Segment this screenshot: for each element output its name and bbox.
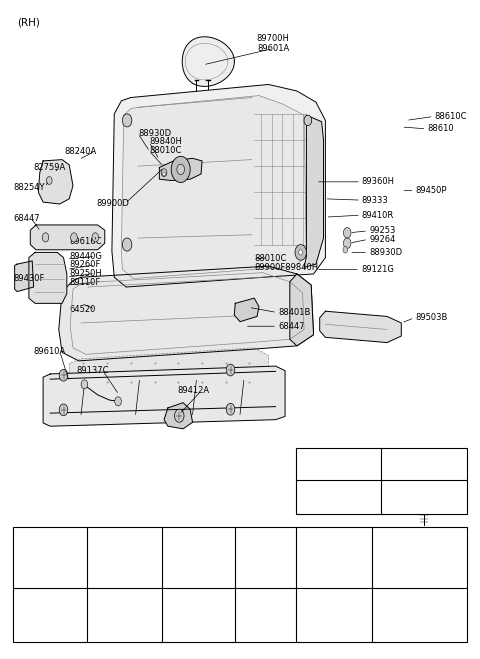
- Polygon shape: [59, 266, 313, 361]
- Text: 89110F: 89110F: [69, 278, 100, 287]
- Polygon shape: [159, 158, 202, 181]
- Text: 68447: 68447: [13, 214, 40, 223]
- Text: 88109: 88109: [407, 552, 432, 561]
- Text: 89440G: 89440G: [69, 252, 102, 261]
- Polygon shape: [29, 252, 67, 303]
- Text: 89412A: 89412A: [178, 386, 209, 395]
- Ellipse shape: [193, 599, 204, 610]
- Polygon shape: [14, 261, 34, 291]
- Circle shape: [226, 403, 235, 415]
- Text: 89503B: 89503B: [416, 313, 448, 322]
- Ellipse shape: [414, 600, 424, 610]
- Text: 89250H: 89250H: [69, 269, 102, 278]
- Text: 89121G: 89121G: [361, 265, 394, 274]
- Circle shape: [115, 397, 121, 406]
- Text: 89137C: 89137C: [76, 366, 109, 374]
- Text: 89900F89840H: 89900F89840H: [254, 263, 318, 272]
- Circle shape: [171, 156, 190, 183]
- Bar: [13, 527, 467, 642]
- Text: 00824: 00824: [326, 459, 351, 469]
- Polygon shape: [304, 115, 324, 268]
- Text: 88254Y: 88254Y: [13, 183, 45, 192]
- Bar: [296, 448, 467, 514]
- Text: 64520: 64520: [69, 304, 96, 314]
- Circle shape: [122, 114, 132, 127]
- Text: 99264: 99264: [369, 235, 396, 244]
- Ellipse shape: [259, 598, 272, 610]
- Text: (RH): (RH): [17, 18, 40, 28]
- Text: 89450P: 89450P: [416, 186, 447, 195]
- Text: 89360H: 89360H: [361, 177, 394, 186]
- Circle shape: [71, 233, 77, 242]
- Text: 82759A: 82759A: [34, 163, 66, 172]
- Circle shape: [226, 364, 235, 376]
- Circle shape: [163, 172, 166, 176]
- Polygon shape: [320, 311, 401, 343]
- Text: 88010C: 88010C: [149, 146, 181, 155]
- Circle shape: [81, 380, 88, 389]
- Text: 1220AA: 1220AA: [408, 459, 440, 469]
- Text: 89333: 89333: [361, 196, 388, 204]
- Circle shape: [59, 404, 68, 416]
- Text: 68447: 68447: [278, 322, 305, 331]
- Text: 88930D: 88930D: [138, 129, 171, 138]
- Text: 1221CF: 1221CF: [183, 552, 214, 561]
- Text: 89900D: 89900D: [96, 199, 130, 208]
- Polygon shape: [182, 37, 234, 86]
- Polygon shape: [121, 96, 306, 279]
- Text: 88010C: 88010C: [254, 254, 287, 264]
- Ellipse shape: [45, 599, 56, 610]
- Circle shape: [175, 409, 184, 422]
- Text: 88930D: 88930D: [369, 248, 402, 257]
- Polygon shape: [43, 366, 285, 426]
- Circle shape: [304, 115, 312, 126]
- Text: 89260F: 89260F: [69, 260, 101, 270]
- Circle shape: [122, 238, 132, 251]
- Ellipse shape: [416, 602, 422, 608]
- Text: 1249NB: 1249NB: [35, 552, 66, 561]
- Circle shape: [42, 233, 49, 242]
- Circle shape: [343, 238, 351, 248]
- Text: 88401B: 88401B: [278, 308, 311, 317]
- Text: 89430F: 89430F: [13, 274, 45, 283]
- Polygon shape: [30, 225, 105, 250]
- Polygon shape: [234, 298, 259, 322]
- Text: 89610A: 89610A: [34, 347, 66, 356]
- Circle shape: [343, 227, 351, 238]
- Text: 88240A: 88240A: [64, 146, 96, 156]
- Polygon shape: [164, 403, 192, 429]
- Text: 88610: 88610: [427, 125, 454, 133]
- Polygon shape: [38, 159, 73, 204]
- Circle shape: [177, 164, 184, 175]
- Text: 81757: 81757: [253, 552, 278, 561]
- Ellipse shape: [121, 602, 128, 608]
- Text: ⊣: ⊣: [334, 492, 344, 502]
- Polygon shape: [69, 348, 268, 386]
- Ellipse shape: [328, 599, 339, 610]
- Text: 89700H
89601A: 89700H 89601A: [257, 34, 289, 53]
- Text: 89410R: 89410R: [361, 211, 393, 219]
- Ellipse shape: [120, 600, 130, 610]
- Polygon shape: [290, 274, 313, 346]
- Text: 99253: 99253: [369, 226, 396, 235]
- Text: 11291: 11291: [321, 552, 347, 561]
- Circle shape: [59, 369, 68, 381]
- Ellipse shape: [263, 601, 269, 607]
- Text: 1140FD: 1140FD: [109, 552, 140, 561]
- Circle shape: [92, 233, 98, 242]
- Text: 88610C: 88610C: [434, 112, 467, 121]
- Polygon shape: [112, 84, 325, 287]
- Text: 89616C: 89616C: [69, 237, 102, 246]
- Circle shape: [161, 169, 167, 177]
- Ellipse shape: [419, 484, 430, 495]
- Circle shape: [295, 244, 306, 260]
- Circle shape: [299, 250, 302, 255]
- Circle shape: [47, 177, 52, 185]
- Text: 89840H: 89840H: [149, 138, 182, 146]
- Circle shape: [343, 246, 348, 253]
